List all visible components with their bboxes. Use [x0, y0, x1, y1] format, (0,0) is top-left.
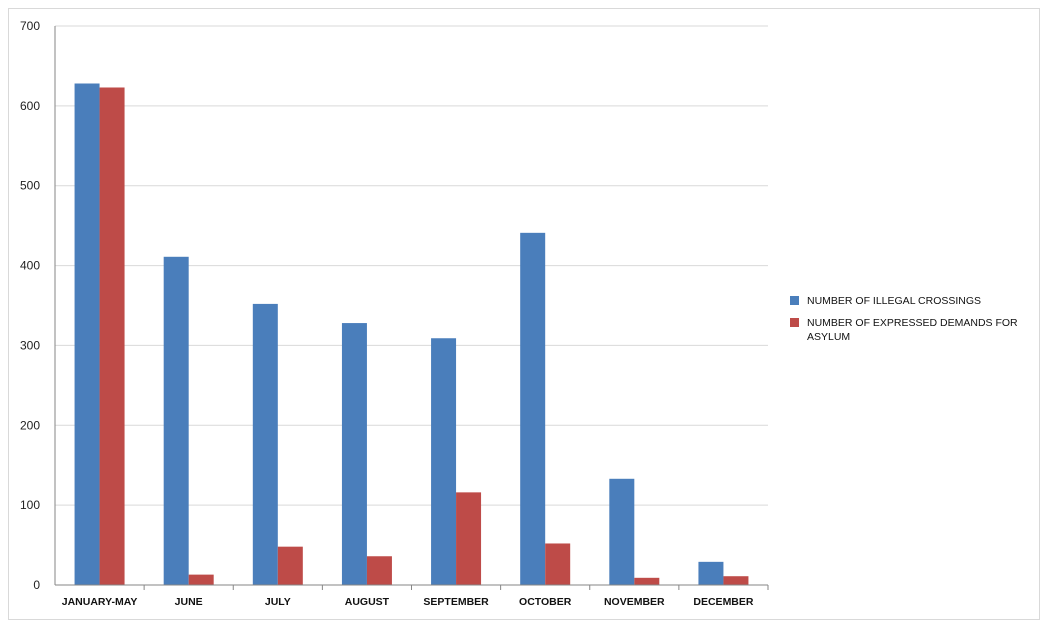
x-category-label-june: JUNE	[175, 596, 203, 608]
x-category-label-august: AUGUST	[345, 596, 390, 608]
x-category-label-november: NOVEMBER	[604, 596, 665, 608]
x-category-label-january-may: JANUARY-MAY	[62, 596, 138, 608]
gridlines	[55, 25, 768, 506]
bar-asylum-demands-december	[723, 576, 749, 585]
y-tick-label-400: 400	[20, 259, 40, 273]
x-category-label-september: SEPTEMBER	[423, 596, 489, 608]
x-category-label-december: DECEMBER	[693, 596, 754, 608]
legend-item-asylum-demands: NUMBER OF EXPRESSED DEMANDS FOR ASYLUM	[790, 316, 1040, 344]
bar-asylum-demands-january-may	[99, 87, 125, 586]
y-tick-label-200: 200	[20, 418, 40, 432]
legend-label-asylum-demands: NUMBER OF EXPRESSED DEMANDS FOR ASYLUM	[807, 317, 1018, 343]
bar-illegal-crossings-november	[609, 478, 635, 585]
bar-illegal-crossings-september	[431, 338, 457, 585]
legend-swatch-illegal-crossings	[790, 296, 799, 305]
axes	[54, 26, 769, 590]
y-tick-label-0: 0	[33, 578, 40, 592]
bar-asylum-demands-august	[366, 556, 392, 585]
legend-item-illegal-crossings: NUMBER OF ILLEGAL CROSSINGS	[790, 294, 1040, 308]
x-category-label-october: OCTOBER	[519, 596, 572, 608]
bar-illegal-crossings-june	[163, 256, 189, 585]
bars	[74, 83, 749, 586]
x-axis-category-labels: JANUARY-MAY JUNE JULY AUGUST SEPTEMBER OCTOBE…	[62, 596, 754, 608]
bar-illegal-crossings-december	[698, 561, 724, 585]
y-axis-tick-labels: 0 100 200 300 400 500 600 700	[20, 19, 40, 592]
legend-swatch-asylum-demands	[790, 318, 799, 327]
bar-illegal-crossings-august	[341, 323, 367, 585]
y-tick-label-600: 600	[20, 99, 40, 113]
x-category-label-july: JULY	[265, 596, 291, 608]
y-tick-label-300: 300	[20, 338, 40, 352]
legend-label-illegal-crossings: NUMBER OF ILLEGAL CROSSINGS	[807, 295, 982, 307]
y-tick-label-100: 100	[20, 498, 40, 512]
bar-asylum-demands-october	[545, 543, 571, 585]
bar-asylum-demands-september	[456, 492, 482, 585]
y-tick-label-700: 700	[20, 19, 40, 33]
legend: NUMBER OF ILLEGAL CROSSINGS NUMBER OF EX…	[790, 294, 1040, 352]
bar-illegal-crossings-january-may	[74, 83, 100, 586]
bar-illegal-crossings-july	[252, 303, 278, 585]
y-tick-label-500: 500	[20, 179, 40, 193]
bar-asylum-demands-november	[634, 577, 660, 585]
bar-asylum-demands-july	[277, 546, 303, 585]
bar-asylum-demands-june	[188, 574, 214, 585]
bar-illegal-crossings-october	[520, 232, 546, 585]
